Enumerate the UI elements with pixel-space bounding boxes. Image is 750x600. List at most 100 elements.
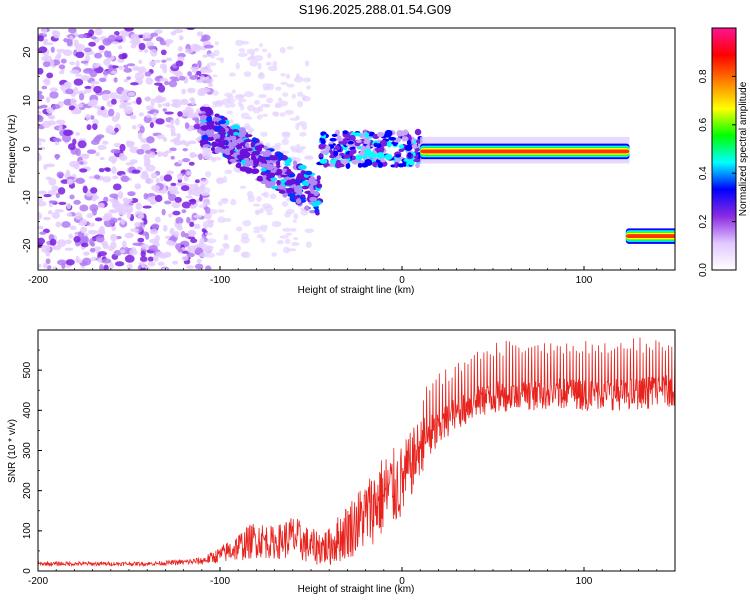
noise-blob [137, 80, 143, 84]
noise-blob [38, 110, 42, 116]
branch-blob [256, 146, 263, 152]
y-tick-label: -20 [22, 238, 33, 253]
transition-blob [396, 129, 404, 137]
branch-blob [260, 167, 267, 172]
branch-blob [264, 149, 272, 157]
noise-blob [117, 217, 122, 221]
noise-blob [124, 254, 135, 263]
noise-blob [68, 105, 76, 111]
noise-blob [180, 100, 189, 105]
noise-blob [123, 209, 133, 213]
noise-blob [49, 91, 59, 99]
haze-blob [257, 105, 264, 112]
noise-blob [63, 82, 71, 88]
noise-blob [65, 169, 71, 176]
transition-blob [329, 159, 338, 164]
haze-blob [219, 248, 226, 253]
noise-blob [95, 235, 105, 243]
colorbar-ticks: 0.0 0.2 0.4 0.6 0.8 [698, 69, 736, 277]
branch-blob [265, 163, 275, 171]
noise-blob [78, 93, 85, 101]
transition-blob [408, 160, 415, 166]
haze-blob [243, 123, 251, 130]
noise-blob [172, 260, 179, 265]
noise-blob [61, 221, 71, 228]
noise-blob [58, 64, 66, 70]
branch-blob [293, 186, 303, 193]
noise-blob [49, 238, 57, 246]
noise-blob [110, 241, 117, 249]
noise-blob [41, 85, 48, 90]
noise-blob [176, 133, 181, 139]
noise-blob [171, 99, 181, 103]
noise-blob [119, 143, 126, 152]
noise-blob [82, 185, 88, 194]
noise-blob [42, 38, 49, 43]
noise-blob [111, 41, 120, 45]
haze-blob [212, 74, 218, 78]
noise-blob [119, 30, 130, 35]
noise-blob [81, 242, 89, 248]
noise-blob [38, 35, 44, 42]
noise-blob [200, 88, 211, 93]
haze-blob [235, 62, 240, 70]
noise-blob [164, 235, 171, 239]
haze-blob [214, 101, 224, 107]
noise-blob [145, 77, 154, 85]
noise-blob [138, 112, 144, 117]
noise-blob [44, 55, 53, 62]
haze-blob [226, 110, 234, 115]
noise-blob [112, 183, 122, 191]
noise-blob [38, 190, 48, 195]
colorbar-tick-label: 0.6 [698, 117, 709, 131]
y-tick-label: 200 [22, 482, 33, 499]
noise-blob [143, 48, 149, 53]
transition-blob [379, 140, 388, 147]
transition-blob [398, 144, 405, 149]
haze-blob [217, 209, 225, 213]
noise-blob [149, 121, 154, 129]
branch-blob [304, 170, 313, 176]
haze-blob [289, 117, 300, 121]
haze-blob [291, 241, 300, 247]
haze-blob [306, 85, 311, 90]
transition-blob [329, 137, 337, 142]
noise-blob [56, 171, 64, 178]
noise-blob [159, 175, 166, 182]
noise-blob [52, 30, 61, 39]
haze-blob [293, 236, 299, 241]
noise-blob [156, 134, 165, 140]
transition-blob [360, 145, 366, 152]
branch-blob [284, 171, 294, 175]
noise-blob [140, 267, 146, 270]
haze-blob [276, 239, 284, 245]
haze-blob [226, 98, 236, 103]
noise-blob [134, 221, 141, 228]
noise-blob [55, 153, 60, 160]
noise-blob [154, 216, 161, 223]
transition-blob [354, 132, 362, 137]
noise-blob [178, 35, 184, 41]
noise-blob [101, 93, 110, 101]
transition-blob [320, 138, 325, 142]
noise-blob [101, 113, 111, 118]
noise-blob [94, 217, 103, 222]
noise-blob [186, 170, 192, 176]
noise-blob [186, 216, 191, 224]
haze-blob [305, 241, 312, 248]
noise-blob [85, 54, 91, 63]
noise-blob [155, 118, 165, 125]
noise-blob [109, 209, 116, 214]
y-tick-label: 400 [22, 402, 33, 419]
haze-blob [230, 198, 237, 206]
noise-blob [85, 113, 92, 121]
noise-blob [110, 233, 118, 242]
branch-blob [315, 211, 320, 216]
transition-blob [377, 162, 384, 168]
noise-blob [119, 97, 125, 104]
haze-blob [204, 232, 213, 236]
noise-blob [111, 166, 117, 175]
noise-blob [178, 75, 186, 81]
noise-blob [88, 41, 96, 47]
haze-blob [290, 228, 297, 232]
